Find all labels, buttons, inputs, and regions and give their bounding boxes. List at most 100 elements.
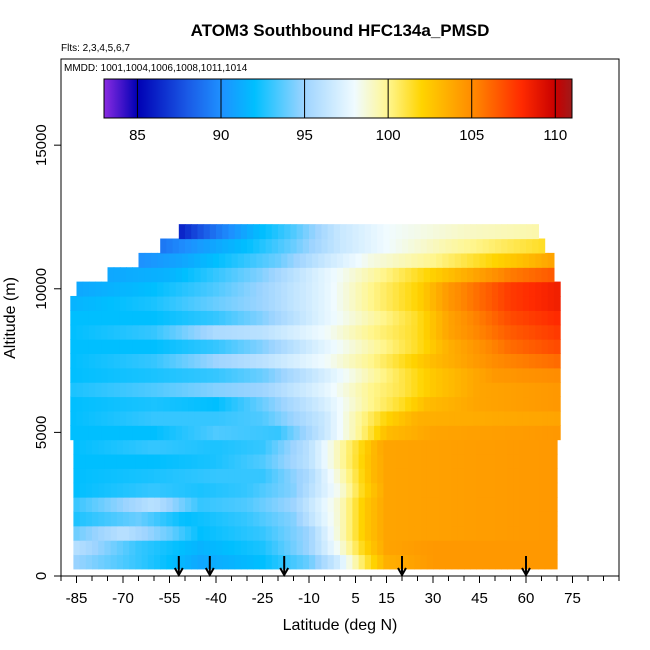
heatmap-cell <box>259 482 267 498</box>
heatmap-cell <box>278 224 285 240</box>
heatmap-cell <box>250 425 257 441</box>
heatmap-cell <box>287 324 295 340</box>
altitude-band <box>178 224 539 240</box>
heatmap-cell <box>271 224 279 240</box>
heatmap-cell <box>507 238 515 254</box>
heatmap-cell <box>169 267 177 283</box>
heatmap-cell <box>256 425 264 441</box>
heatmap-cell <box>423 339 431 354</box>
heatmap-cell <box>88 339 96 354</box>
heatmap-cell <box>358 439 366 455</box>
heatmap-cell <box>541 339 549 354</box>
heatmap-cell <box>98 540 105 556</box>
heatmap-cell <box>172 525 180 541</box>
heatmap-cell <box>101 281 109 297</box>
heatmap-cell <box>367 396 375 412</box>
heatmap-cell <box>76 295 84 311</box>
heatmap-cell <box>88 324 96 340</box>
heatmap-cell <box>305 353 313 369</box>
heatmap-cell <box>488 525 496 541</box>
heatmap-cell <box>327 453 335 469</box>
heatmap-cell <box>398 339 406 354</box>
heatmap-cell <box>327 525 335 541</box>
heatmap-cell <box>526 453 533 469</box>
heatmap-cell <box>154 497 161 512</box>
heatmap-cell <box>185 482 192 498</box>
heatmap-cell <box>482 497 490 512</box>
heatmap-cell <box>228 482 236 498</box>
heatmap-cell <box>392 324 400 340</box>
heatmap-cell <box>110 511 118 527</box>
heatmap-cell <box>349 310 357 326</box>
heatmap-cell <box>250 367 257 383</box>
heatmap-cell <box>141 497 149 512</box>
heatmap-cell <box>318 425 326 441</box>
heatmap-cell <box>197 540 205 556</box>
heatmap-cell <box>417 353 425 369</box>
heatmap-cell <box>504 295 512 311</box>
heatmap-cell <box>234 238 242 254</box>
heatmap-cell <box>296 468 304 484</box>
heatmap-cell <box>271 238 279 254</box>
heatmap-cell <box>448 281 456 297</box>
heatmap-cell <box>377 497 384 512</box>
heatmap-cell <box>467 281 474 297</box>
heatmap-cell <box>436 410 443 426</box>
heatmap-cell <box>219 267 226 283</box>
heatmap-cell <box>377 238 384 254</box>
heatmap-cell <box>491 410 499 426</box>
heatmap-cell <box>519 439 527 455</box>
heatmap-cell <box>405 267 412 283</box>
heatmap-cell <box>274 252 282 268</box>
heatmap-cell <box>405 396 412 412</box>
heatmap-cell <box>426 453 434 469</box>
heatmap-cell <box>467 339 474 354</box>
heatmap-cell <box>445 540 453 556</box>
heatmap-cell <box>234 525 242 541</box>
heatmap-cell <box>154 439 161 455</box>
heatmap-cell <box>398 353 406 369</box>
heatmap-cell <box>402 224 409 240</box>
heatmap-cell <box>175 396 183 412</box>
heatmap-cell <box>349 410 357 426</box>
heatmap-cell <box>95 295 102 311</box>
heatmap-cell <box>544 468 552 484</box>
heatmap-cell <box>219 339 226 354</box>
heatmap-cell <box>460 295 468 311</box>
heatmap-cell <box>488 511 496 527</box>
heatmap-cell <box>231 367 239 383</box>
heatmap-cell <box>519 554 527 570</box>
heatmap-cell <box>138 396 146 412</box>
heatmap-cell <box>547 339 555 354</box>
heatmap-cell <box>305 410 313 426</box>
heatmap-cell <box>398 281 406 297</box>
heatmap-cell <box>85 439 93 455</box>
heatmap-cell <box>172 511 180 527</box>
heatmap-cell <box>240 224 248 240</box>
heatmap-cell <box>426 482 434 498</box>
heatmap-cell <box>141 554 149 570</box>
heatmap-cell <box>284 439 291 455</box>
heatmap-cell <box>479 267 487 283</box>
heatmap-cell <box>346 540 353 556</box>
heatmap-cell <box>454 425 462 441</box>
heatmap-cell <box>141 525 149 541</box>
heatmap-cell <box>470 439 477 455</box>
heatmap-cell <box>529 295 536 311</box>
heatmap-cell <box>309 482 316 498</box>
heatmap-cell <box>464 482 471 498</box>
heatmap-cell <box>420 453 428 469</box>
heatmap-cell <box>119 396 127 412</box>
heatmap-cell <box>392 339 400 354</box>
heatmap-cell <box>451 540 459 556</box>
heatmap-cell <box>479 295 487 311</box>
heatmap-cell <box>293 267 301 283</box>
heatmap-cell <box>374 295 381 311</box>
heatmap-cell <box>92 554 99 570</box>
heatmap-cell <box>336 281 344 297</box>
arrow-head <box>173 567 184 578</box>
heatmap-cell <box>132 310 140 326</box>
altitude-band <box>70 339 561 354</box>
heatmap-cell <box>197 497 205 512</box>
heatmap-cell <box>178 497 186 512</box>
